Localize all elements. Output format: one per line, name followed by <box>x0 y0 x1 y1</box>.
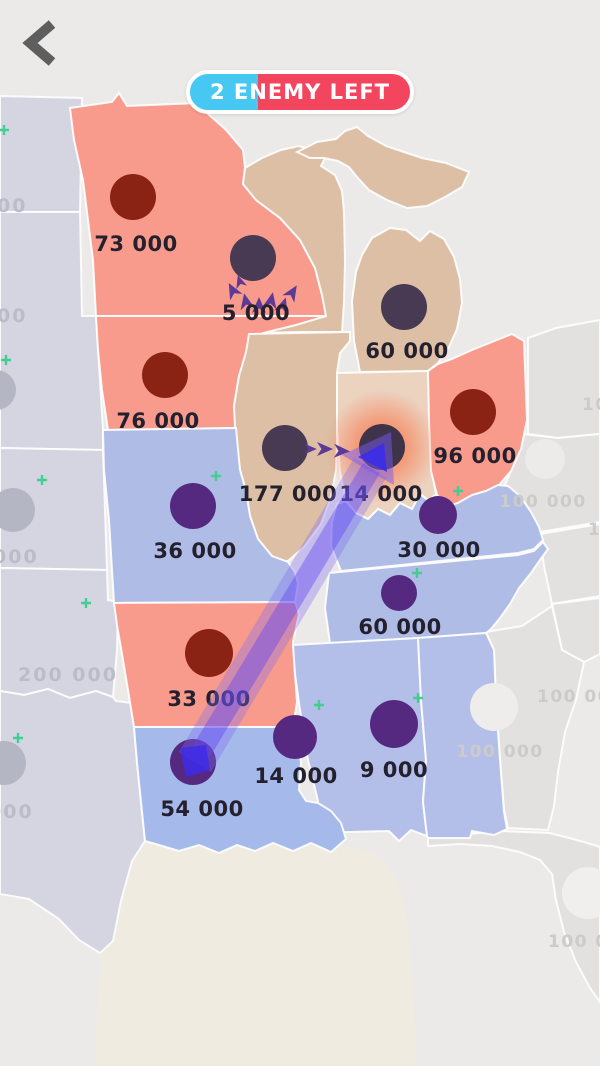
attack-arrow-band-core <box>186 463 380 767</box>
unit-count-michigan: 60 000 <box>365 339 448 363</box>
unit-circle-illinois[interactable] <box>262 425 308 471</box>
incoming-dart-icon <box>317 442 333 456</box>
unit-circles <box>110 174 496 785</box>
unit-circle-iowa[interactable] <box>142 352 188 398</box>
unit-circle-kentucky[interactable] <box>419 496 457 534</box>
incoming-dart-icon <box>282 285 297 303</box>
plus-icon <box>211 471 221 481</box>
plus-icon <box>453 486 463 496</box>
unit-count-alabama: 9 000 <box>360 758 428 782</box>
unit-count-minnesota: 73 000 <box>94 232 177 256</box>
attack-arrow-head <box>358 443 387 472</box>
neutral-unit-count: 00 <box>0 305 27 327</box>
neutral-state-ne1[interactable] <box>527 318 600 440</box>
neutral-unit-count: 000 <box>0 801 34 823</box>
neutral-unit-count: 200 000 <box>18 664 118 686</box>
unit-circle-missouri[interactable] <box>170 483 216 529</box>
unit-circle-michigan[interactable] <box>381 284 427 330</box>
unit-count-illinois: 177 000 <box>239 482 337 506</box>
plus-icon <box>81 598 91 608</box>
back-button[interactable] <box>16 14 66 68</box>
unit-count-kentucky: 30 000 <box>397 538 480 562</box>
neutral-states-left <box>0 94 147 955</box>
neutral-unit-circle[interactable] <box>0 370 16 410</box>
unit-count-iowa: 76 000 <box>116 409 199 433</box>
neutral-unit-count: 100 000 <box>499 492 586 512</box>
neutral-unit-circle[interactable] <box>562 867 600 919</box>
attack-arrow-tail <box>180 745 210 777</box>
incoming-dart-icon <box>333 443 350 458</box>
plus-icon <box>13 733 23 743</box>
neutral-unit-circle[interactable] <box>0 488 35 532</box>
unit-circle-minnesota[interactable] <box>110 174 156 220</box>
unit-count-mississippi: 14 000 <box>254 764 337 788</box>
state-alabama[interactable] <box>416 631 509 839</box>
neutral-unit-count: 100 000 <box>537 687 600 707</box>
plus-icon <box>314 700 324 710</box>
unit-count-ohio: 96 000 <box>433 444 516 468</box>
neutral-states-right <box>427 318 600 1004</box>
neutral-unit-count: 00 <box>0 195 27 217</box>
neutral-unit-circle[interactable] <box>525 439 565 479</box>
growth-plus-markers <box>0 125 463 743</box>
back-chevron-icon <box>22 20 56 66</box>
neutral-unit-count: 100 000 <box>588 520 600 540</box>
enemy-left-text: 2 ENEMY LEFT <box>210 80 390 104</box>
neutral-unit-count: 100 000 <box>456 742 543 762</box>
unit-count-wisconsin: 5 000 <box>222 301 290 325</box>
unit-count-arkansas: 33 000 <box>167 687 250 711</box>
incoming-dart-icon <box>240 293 255 311</box>
attack-arrow-band-outer <box>179 458 386 772</box>
plus-icon <box>412 568 422 578</box>
unit-circle-ohio[interactable] <box>450 389 496 435</box>
unit-circle-wisconsin[interactable] <box>230 235 276 281</box>
incoming-dart-icon <box>262 292 277 310</box>
unit-circle-tennessee[interactable] <box>381 575 417 611</box>
unit-count-louisiana: 54 000 <box>160 797 243 821</box>
unit-circle-arkansas[interactable] <box>185 629 233 677</box>
unit-count-tennessee: 60 000 <box>358 615 441 639</box>
plus-icon <box>1 355 11 365</box>
attack-arrow <box>179 432 394 777</box>
incoming-dart-icon <box>304 443 317 455</box>
neutral-unit-count: 00 000 <box>0 546 39 568</box>
neutral-unit-circles <box>0 370 600 919</box>
gulf-region <box>95 841 416 1066</box>
neutral-unit-count: 100 000 <box>582 395 600 415</box>
unit-count-indiana: 14 000 <box>339 482 422 506</box>
neutral-unit-circle[interactable] <box>470 683 518 731</box>
incoming-dart-icon <box>236 275 248 290</box>
incoming-unit-darts <box>228 275 350 458</box>
neutral-unit-circle[interactable] <box>0 741 26 785</box>
state-michigan-upper[interactable] <box>294 125 471 210</box>
incoming-dart-icon <box>228 283 243 301</box>
incoming-dart-icon <box>252 297 266 313</box>
enemy-left-banner: 2 ENEMY LEFT <box>186 70 414 114</box>
neutral-unit-count: 100 000 <box>548 932 600 952</box>
unit-circle-alabama[interactable] <box>370 700 418 748</box>
unit-circle-mississippi[interactable] <box>273 715 317 759</box>
neutral-state-ne6[interactable] <box>427 829 600 1004</box>
unit-count-missouri: 36 000 <box>153 539 236 563</box>
incoming-dart-icon <box>274 297 288 315</box>
plus-icon <box>37 475 47 485</box>
plus-icon <box>0 125 9 135</box>
plus-icon <box>413 693 423 703</box>
